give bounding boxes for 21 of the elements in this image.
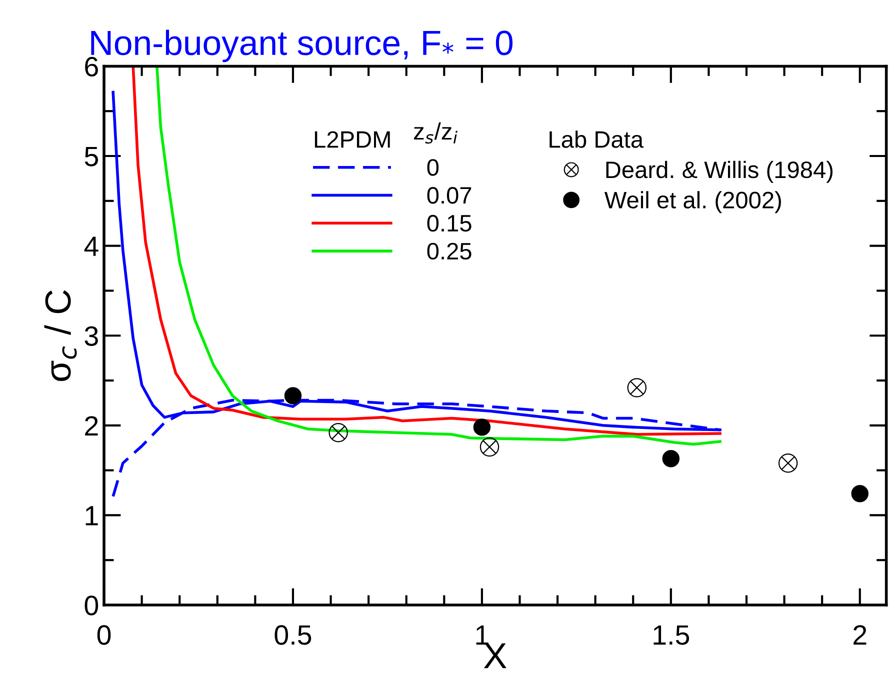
legend-label: 0	[427, 159, 439, 176]
y-tick-label: 1	[86, 506, 98, 526]
x-tick-label: 1	[476, 625, 488, 645]
y-tick-label: 5	[84, 146, 98, 166]
legend-label: 0.15	[427, 214, 472, 232]
y-tick-label: 4	[84, 236, 98, 256]
y-tick-label: 3	[84, 326, 98, 346]
y-tick-label: 2	[85, 416, 98, 436]
legend-label: Deard. & Willis (1984)	[606, 160, 833, 183]
legend-title: L2PDM	[314, 131, 390, 148]
legend-label: 0.07	[427, 187, 472, 204]
annotation: z$_{s}$/z$_{i}$	[414, 122, 458, 144]
x-axis-title: X	[484, 643, 506, 668]
y-axis-title: σ$_{c}$ / C	[44, 290, 77, 382]
x-tick-label: 0.5	[274, 625, 312, 645]
x-tick-label: 2	[854, 625, 866, 645]
x-tick-label: 1.5	[654, 625, 690, 645]
legend-label: 0.25	[427, 242, 472, 260]
legend-label: Weil et al. (2002)	[604, 191, 781, 214]
annotation: Lab Data	[550, 130, 644, 148]
y-tick-label: 0	[84, 596, 98, 616]
